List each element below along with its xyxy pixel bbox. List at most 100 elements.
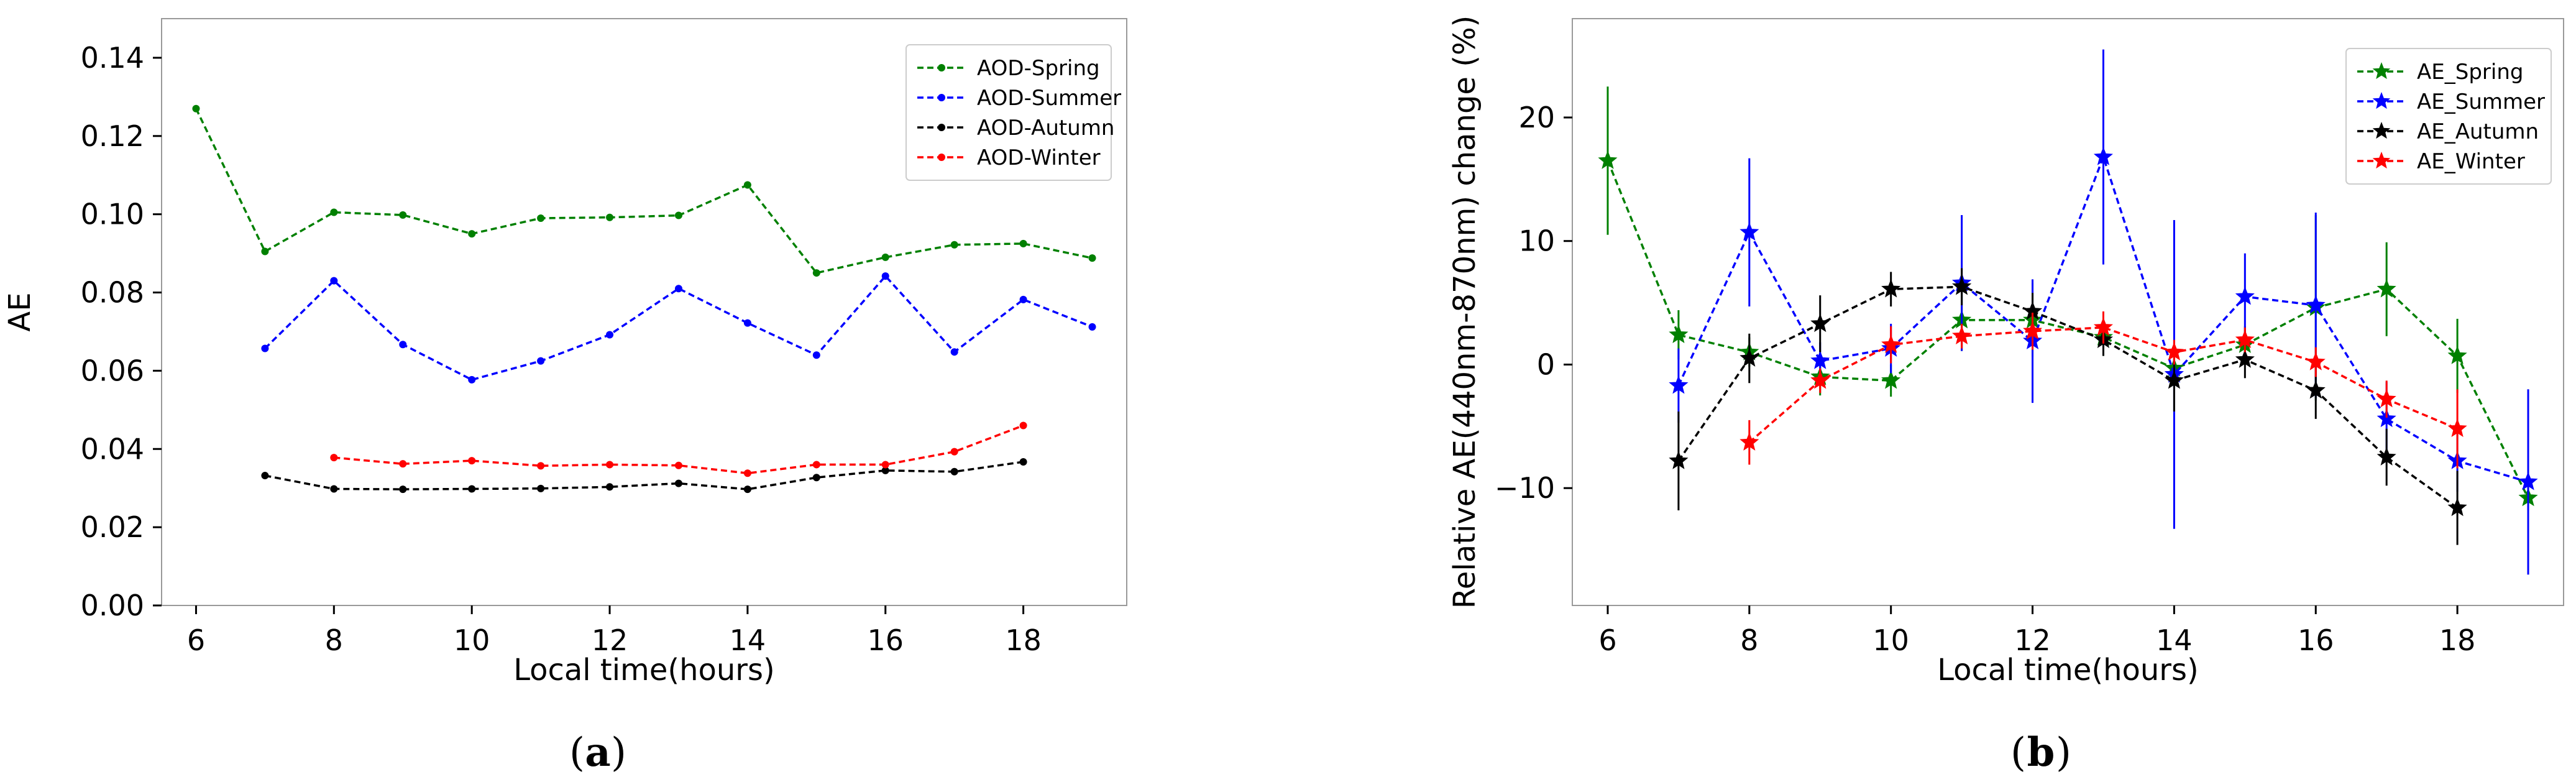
panel-a-series-aod-spring xyxy=(192,104,1096,277)
panel-b-data-point xyxy=(2235,286,2255,305)
panel-b-y-tick-label: 20 xyxy=(1518,101,1555,134)
panel-a-series-aod-autumn xyxy=(261,458,1027,494)
panel-a-data-point xyxy=(606,461,614,469)
panel-a-series-line xyxy=(265,461,1024,490)
panel-a-data-point xyxy=(674,461,682,469)
panel-b-data-point xyxy=(2093,317,2113,336)
panel-a-legend-label: AOD-Winter xyxy=(977,145,1101,170)
panel-b-data-point xyxy=(2306,352,2326,370)
panel-a-y-tick-label: 0.14 xyxy=(81,41,144,75)
panel-a-data-point xyxy=(1019,239,1027,247)
panel-a-x-axis-title: Local time(hours) xyxy=(513,653,775,688)
panel-a-y-tick-label: 0.02 xyxy=(81,510,144,544)
panel-b-data-point xyxy=(1951,276,1972,295)
panel-b-data-point xyxy=(2377,278,2396,298)
panel-b-data-point xyxy=(1669,375,1689,394)
panel-b-data-point xyxy=(1739,348,1759,367)
panel-b-data-point xyxy=(1669,324,1689,344)
panel-a-data-point xyxy=(950,448,958,456)
panel-b-data-point xyxy=(1881,334,1901,353)
panel-a-data-point xyxy=(743,485,751,494)
panel-a-data-point xyxy=(812,461,820,469)
panel-a-legend-swatch-marker xyxy=(938,154,945,161)
panel-b-data-point xyxy=(1810,313,1830,333)
panel-a-data-point xyxy=(606,483,614,491)
panel-b-x-tick-label: 14 xyxy=(2156,623,2193,657)
panel-a-data-point xyxy=(1019,295,1027,303)
panel-b-data-point xyxy=(2377,389,2396,408)
panel-a-data-point xyxy=(537,484,545,492)
panel-b-series-ae-winter xyxy=(1739,311,2467,469)
panel-a-data-point xyxy=(537,462,545,470)
panel-b-legend-swatch-marker xyxy=(2372,92,2391,109)
panel-b-caption-open-paren: ( xyxy=(2010,730,2026,776)
panel-b-data-point xyxy=(1951,326,1972,345)
panel-b-series-ae-autumn xyxy=(1669,268,2467,545)
panel-a-legend-swatch-marker xyxy=(938,124,945,131)
panel-b-data-point xyxy=(1739,432,1759,451)
panel-a-data-point xyxy=(1088,323,1096,331)
panel-a-x-tick-label: 16 xyxy=(867,623,904,657)
panel-a-data-point xyxy=(1088,254,1096,262)
panel-a-x-tick-label: 10 xyxy=(454,623,490,657)
panel-a-x-tick-label: 8 xyxy=(325,623,343,657)
panel-b-data-point xyxy=(1881,278,1901,298)
panel-a-data-point xyxy=(881,272,889,280)
panel-a-caption-close-paren: ) xyxy=(611,730,626,776)
panel-a-series-line xyxy=(195,108,1093,275)
panel-a-data-point xyxy=(330,277,338,285)
panel-a-caption-open-paren: ( xyxy=(569,730,585,776)
panel-a-aod-chart: 6 8 10 12 14 16 18 0.00 0.02 0.04 0.06 0.08 0.10 0.12… xyxy=(2,18,1127,688)
panel-a-data-point xyxy=(261,247,269,255)
panel-a-data-point xyxy=(674,479,682,487)
panel-a-legend-label: AOD-Spring xyxy=(977,56,1100,81)
panel-a-y-axis-title: AE xyxy=(2,292,37,331)
panel-b-legend-label: AE_Winter xyxy=(2417,149,2525,174)
panel-b-x-tick-label: 8 xyxy=(1740,623,1758,657)
panel-a-x-tick-label: 14 xyxy=(730,623,766,657)
panel-a-data-point xyxy=(743,319,751,327)
panel-b-data-point xyxy=(2447,346,2467,364)
panel-b-data-point xyxy=(1881,370,1901,389)
panel-a-data-point xyxy=(881,461,889,469)
panel-b-data-point xyxy=(2235,349,2255,368)
panel-b-legend-label: AE_Spring xyxy=(2417,60,2523,85)
panel-a-data-point xyxy=(674,285,682,293)
panel-b-series-line xyxy=(1677,285,2459,509)
panel-b-x-tick-label: 12 xyxy=(2014,623,2051,657)
panel-b-legend-swatch-marker xyxy=(2372,122,2391,139)
panel-b-x-tick-label: 16 xyxy=(2298,623,2334,657)
panel-a-data-point xyxy=(606,213,614,221)
panel-a-legend-label: AOD-Summer xyxy=(977,86,1121,111)
panel-b-legend-swatch-marker xyxy=(2372,62,2391,80)
panel-b-data-point xyxy=(2023,321,2043,340)
panel-b-x-tick-label: 18 xyxy=(2439,623,2476,657)
panel-b-legend-label: AE_Summer xyxy=(2417,90,2545,114)
panel-b-data-point xyxy=(1669,451,1689,469)
panel-b-legend-swatch-marker xyxy=(2372,152,2391,169)
panel-a-data-point xyxy=(950,467,958,476)
panel-b-data-point xyxy=(2447,497,2467,517)
panel-a-data-point xyxy=(468,375,476,384)
panel-a-data-point xyxy=(399,485,407,494)
panel-a-x-tick-label: 18 xyxy=(1005,623,1042,657)
panel-a-data-point xyxy=(330,454,338,462)
panel-a-legend xyxy=(905,44,1112,181)
panel-a-data-point xyxy=(1019,458,1027,466)
panel-b-y-axis-title: Relative AE(440nm-870nm) change (%) xyxy=(1447,16,1482,609)
panel-a-data-point xyxy=(468,485,476,493)
panel-b-x-tick-label: 6 xyxy=(1598,623,1616,657)
panel-a-x-tick-label: 6 xyxy=(187,623,205,657)
panel-a-data-point xyxy=(399,341,407,349)
panel-b-data-point xyxy=(2164,342,2184,361)
panel-a-y-tick-label: 0.00 xyxy=(81,589,144,622)
panel-a-y-tick-label: 0.04 xyxy=(81,432,144,466)
panel-b-data-point xyxy=(2447,418,2467,438)
panel-a-legend-swatch-marker xyxy=(938,94,945,101)
panel-b-caption-close-paren: ) xyxy=(2056,730,2071,776)
panel-a-x-tick-label: 12 xyxy=(592,623,628,657)
panel-a-y-tick-label: 0.06 xyxy=(81,354,144,387)
panel-b-data-point xyxy=(2377,447,2396,466)
panel-a-data-point xyxy=(537,214,545,222)
